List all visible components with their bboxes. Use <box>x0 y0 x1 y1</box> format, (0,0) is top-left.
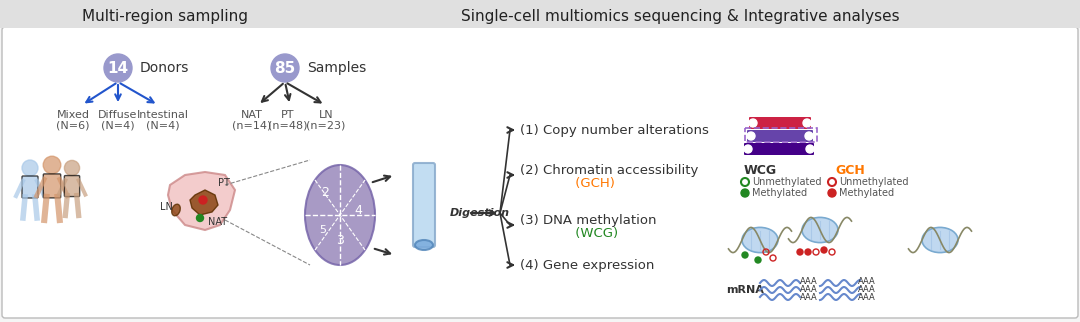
Text: GCH: GCH <box>835 164 865 176</box>
Circle shape <box>821 247 827 253</box>
Circle shape <box>805 249 811 255</box>
Text: 85: 85 <box>274 61 296 75</box>
Text: (N=6): (N=6) <box>56 120 90 130</box>
Text: AAA: AAA <box>800 292 818 301</box>
Circle shape <box>197 214 203 222</box>
Text: Single-cell multiomics sequencing & Integrative analyses: Single-cell multiomics sequencing & Inte… <box>461 8 900 24</box>
Ellipse shape <box>305 165 375 265</box>
Text: Methylated: Methylated <box>752 188 807 198</box>
Text: Unmethylated: Unmethylated <box>839 177 908 187</box>
Circle shape <box>805 132 813 140</box>
Text: AAA: AAA <box>858 277 876 286</box>
Text: mRNA: mRNA <box>726 285 764 295</box>
Text: NAT: NAT <box>241 110 262 120</box>
Circle shape <box>43 156 60 174</box>
Text: Donors: Donors <box>140 61 189 75</box>
Circle shape <box>22 160 38 176</box>
Text: Digestion: Digestion <box>450 208 510 218</box>
FancyBboxPatch shape <box>65 175 80 196</box>
Circle shape <box>104 54 132 82</box>
Text: Intestinal: Intestinal <box>137 110 189 120</box>
Circle shape <box>828 189 836 197</box>
Text: NAT: NAT <box>208 217 227 227</box>
Ellipse shape <box>415 240 433 250</box>
FancyBboxPatch shape <box>43 174 60 198</box>
Text: Mixed: Mixed <box>56 110 90 120</box>
Ellipse shape <box>802 217 838 242</box>
Text: 4: 4 <box>354 204 362 216</box>
Text: PT: PT <box>281 110 295 120</box>
Circle shape <box>199 196 207 204</box>
Text: 5: 5 <box>320 225 326 235</box>
Text: Methylated: Methylated <box>839 188 894 198</box>
Text: AAA: AAA <box>800 277 818 286</box>
Text: WCG: WCG <box>743 164 777 176</box>
FancyBboxPatch shape <box>22 176 38 198</box>
Text: 14: 14 <box>107 61 129 75</box>
Ellipse shape <box>172 204 180 216</box>
FancyBboxPatch shape <box>413 163 435 247</box>
Text: (WCG): (WCG) <box>519 226 618 240</box>
Circle shape <box>271 54 299 82</box>
Ellipse shape <box>922 227 958 252</box>
Ellipse shape <box>742 227 778 252</box>
Polygon shape <box>168 172 235 230</box>
Text: PT: PT <box>218 178 230 188</box>
Text: (N=4): (N=4) <box>102 120 135 130</box>
Circle shape <box>65 160 80 175</box>
Text: (n=14): (n=14) <box>232 120 272 130</box>
Text: Diffuse: Diffuse <box>98 110 137 120</box>
Text: (3) DNA methylation: (3) DNA methylation <box>519 213 657 226</box>
Circle shape <box>804 119 811 127</box>
FancyBboxPatch shape <box>2 27 1078 318</box>
Text: AAA: AAA <box>800 285 818 293</box>
FancyBboxPatch shape <box>747 130 813 142</box>
Circle shape <box>741 189 750 197</box>
Text: 2: 2 <box>321 185 329 198</box>
Text: (n=48): (n=48) <box>268 120 308 130</box>
Circle shape <box>744 145 752 153</box>
Text: (4) Gene expression: (4) Gene expression <box>519 259 654 271</box>
Text: LN: LN <box>160 202 173 212</box>
Text: (n=23): (n=23) <box>307 120 346 130</box>
Text: (1) Copy number alterations: (1) Copy number alterations <box>519 124 708 137</box>
FancyBboxPatch shape <box>750 117 811 129</box>
Text: AAA: AAA <box>858 292 876 301</box>
Polygon shape <box>190 190 218 215</box>
Text: (GCH): (GCH) <box>519 176 615 190</box>
Circle shape <box>750 119 757 127</box>
Text: Multi-region sampling: Multi-region sampling <box>82 8 248 24</box>
Text: AAA: AAA <box>858 285 876 293</box>
Text: Samples: Samples <box>307 61 366 75</box>
Text: Unmethylated: Unmethylated <box>752 177 822 187</box>
FancyBboxPatch shape <box>744 143 814 155</box>
Circle shape <box>755 257 761 263</box>
Circle shape <box>747 132 755 140</box>
Text: (N=4): (N=4) <box>146 120 179 130</box>
Circle shape <box>797 249 804 255</box>
Circle shape <box>806 145 814 153</box>
FancyBboxPatch shape <box>0 0 1080 28</box>
Text: LN: LN <box>319 110 334 120</box>
Text: (2) Chromatin accessibility: (2) Chromatin accessibility <box>519 164 699 176</box>
Circle shape <box>742 252 748 258</box>
Text: 3: 3 <box>336 233 343 247</box>
